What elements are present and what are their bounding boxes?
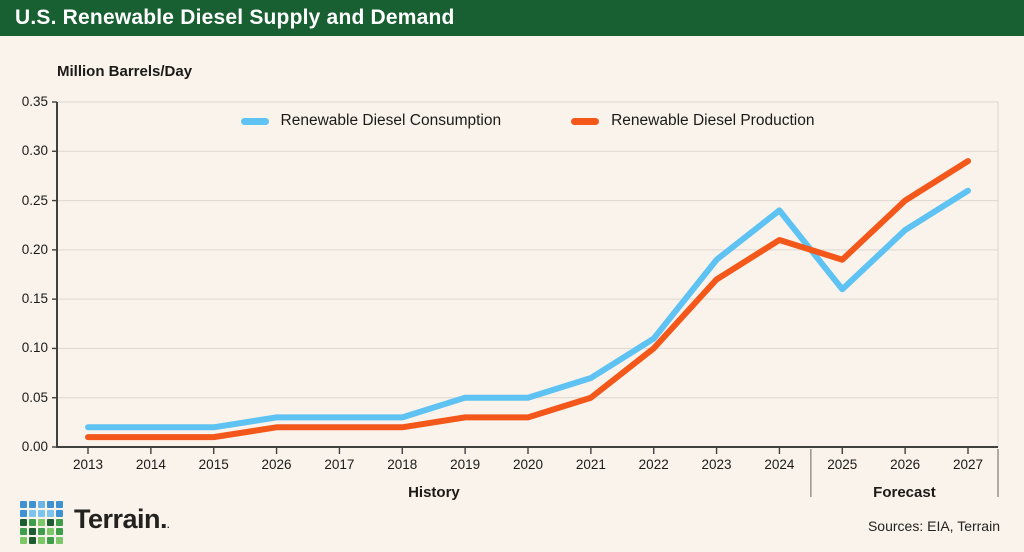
- logo-grid-cell: [29, 519, 36, 526]
- y-axis-title: Million Barrels/Day: [57, 63, 193, 80]
- x-tick-label: 2021: [575, 457, 606, 472]
- x-tick-label: 2015: [198, 457, 229, 472]
- logo-grid-cell: [20, 537, 27, 544]
- logo-grid-cell: [38, 537, 45, 544]
- logo-grid-cell: [29, 528, 36, 535]
- logo-grid-cell: [29, 510, 36, 517]
- logo-grid-cell: [38, 510, 45, 517]
- y-tick-label: 0.10: [21, 340, 48, 356]
- y-tick-label: 0.00: [21, 439, 48, 454]
- series-line-renewable-diesel-production: [85, 158, 971, 441]
- logo-grid-cell: [47, 519, 54, 526]
- terrain-wordmark: Terrain..: [74, 504, 170, 534]
- legend-label: Renewable Diesel Production: [611, 112, 815, 129]
- x-tick-label: 2026: [261, 457, 292, 472]
- legend-swatch-icon: [571, 117, 600, 125]
- y-tick-label: 0.25: [21, 192, 48, 208]
- section-label-forecast: Forecast: [873, 484, 936, 501]
- logo-grid-cell: [47, 501, 54, 508]
- logo-grid-cell: [20, 510, 27, 517]
- legend-label: Renewable Diesel Consumption: [280, 112, 502, 129]
- logo-grid-cell: [56, 501, 63, 508]
- legend: Renewable Diesel Consumption Renewable Di…: [57, 112, 998, 130]
- x-tick-label: 2027: [952, 457, 984, 472]
- section-label-history: History: [408, 484, 460, 501]
- legend-swatch-icon: [240, 117, 269, 125]
- x-tick-label: 2018: [387, 457, 418, 472]
- logo-grid-cell: [47, 528, 54, 535]
- legend-item: Renewable Diesel Production: [571, 112, 814, 130]
- logo-grid-cell: [29, 501, 36, 508]
- logo-grid-cell: [29, 537, 36, 544]
- logo-grid-cell: [56, 528, 63, 535]
- terrain-logo-icon: [20, 501, 63, 544]
- x-tick-label: 2014: [135, 457, 166, 472]
- series-line-renewable-diesel-consumption: [85, 187, 971, 431]
- sources-note: Sources: EIA, Terrain: [867, 518, 1000, 534]
- y-tick-label: 0.30: [21, 143, 48, 159]
- x-tick-label: 2017: [324, 457, 355, 472]
- logo-grid-cell: [56, 537, 63, 544]
- chart-title: U.S. Renewable Diesel Supply and Demand: [15, 6, 455, 29]
- logo-grid-cell: [47, 510, 54, 517]
- logo-grid-cell: [38, 501, 45, 508]
- header-bar: U.S. Renewable Diesel Supply and Demand: [0, 0, 1024, 36]
- logo-grid-cell: [20, 501, 27, 508]
- y-tick-label: 0.05: [21, 389, 48, 405]
- y-tick-label: 0.15: [21, 291, 48, 307]
- y-tick-label: 0.20: [21, 241, 48, 257]
- x-tick-label: 2020: [512, 457, 544, 472]
- x-tick-label: 2025: [827, 457, 858, 472]
- x-tick-label: 2026: [890, 457, 921, 472]
- logo-grid-cell: [56, 510, 63, 517]
- y-tick-label: 0.35: [21, 94, 48, 109]
- logo-grid-cell: [20, 519, 27, 526]
- logo-grid-cell: [38, 519, 45, 526]
- x-tick-label: 2024: [764, 457, 795, 472]
- logo-grid-cell: [56, 519, 63, 526]
- trademark-dot: .: [167, 520, 170, 530]
- x-tick-label: 2023: [701, 457, 732, 472]
- logo-grid-cell: [20, 528, 27, 535]
- x-tick-label: 2013: [72, 457, 104, 472]
- legend-item: Renewable Diesel Consumption: [240, 112, 502, 130]
- logo-grid-cell: [47, 537, 54, 544]
- logo-grid-cell: [38, 528, 45, 535]
- x-tick-label: 2022: [638, 457, 669, 472]
- x-tick-label: 2019: [450, 457, 481, 472]
